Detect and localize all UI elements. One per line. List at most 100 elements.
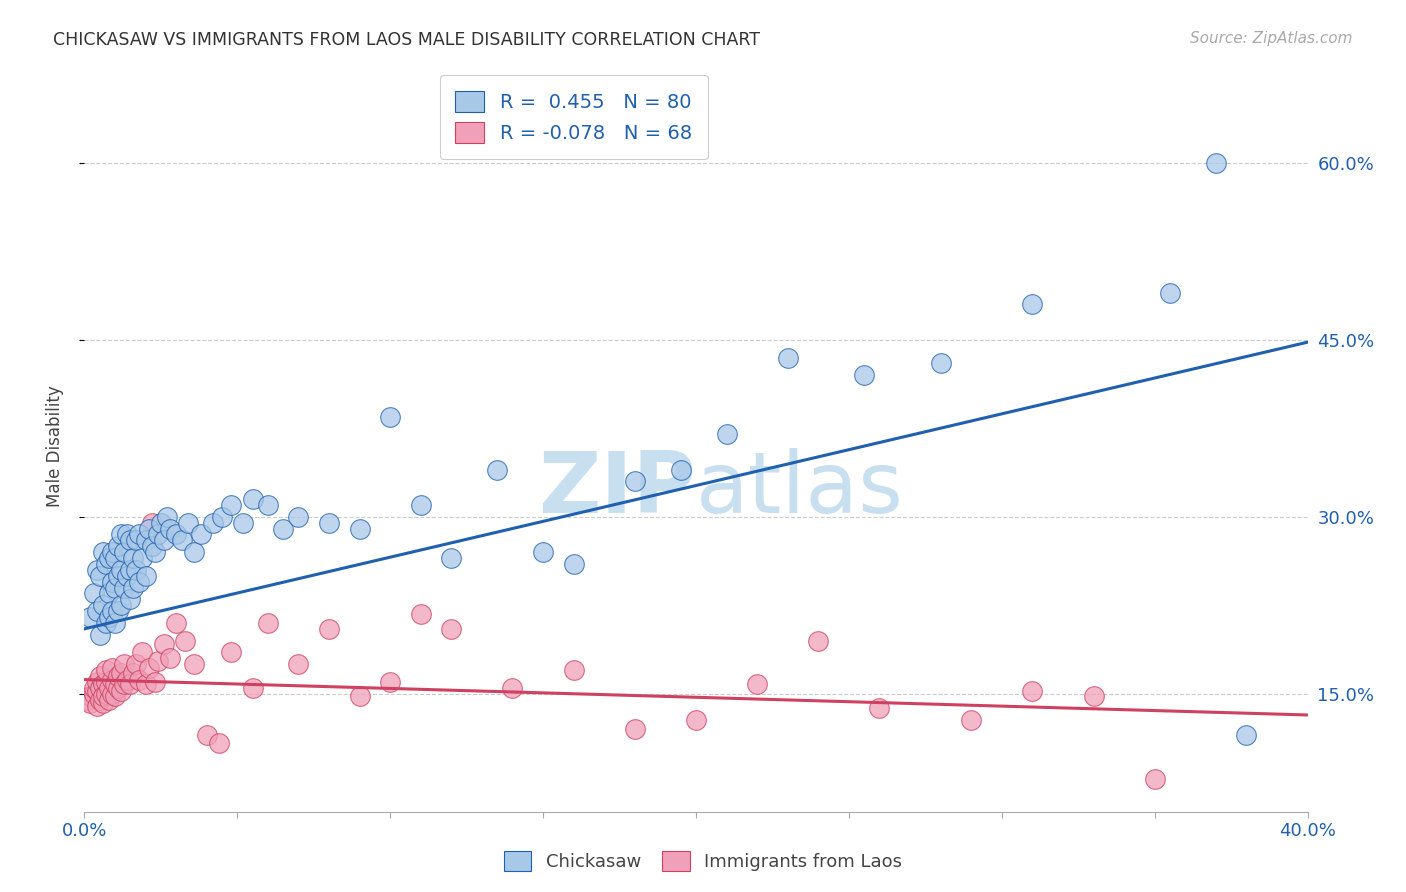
Point [156,509,179,524]
Point [669,462,692,476]
Legend: R =  0.455   N = 80, R = -0.078   N = 68: R = 0.455 N = 80, R = -0.078 N = 68 [440,75,707,159]
Point [195,728,218,742]
Point [1021,684,1043,698]
Point [257,498,280,512]
Point [271,522,294,536]
Point [183,657,205,672]
Point [242,681,264,695]
Point [110,665,132,680]
Point [1159,285,1181,300]
Text: Source: ZipAtlas.com: Source: ZipAtlas.com [1189,31,1353,46]
Point [125,657,148,672]
Point [97,692,120,706]
Point [89,628,111,642]
Legend: Chickasaw, Immigrants from Laos: Chickasaw, Immigrants from Laos [496,844,910,879]
Point [125,563,148,577]
Point [349,689,371,703]
Point [97,610,120,624]
Point [89,568,111,582]
Point [79,689,101,703]
Point [91,689,114,703]
Text: CHICKASAW VS IMMIGRANTS FROM LAOS MALE DISABILITY CORRELATION CHART: CHICKASAW VS IMMIGRANTS FROM LAOS MALE D… [53,31,761,49]
Point [120,677,142,691]
Point [190,527,212,541]
Point [562,557,585,571]
Point [807,633,830,648]
Point [97,681,120,695]
Point [1021,297,1043,311]
Point [208,736,231,750]
Point [104,615,127,630]
Point [107,669,129,683]
Point [502,681,524,695]
Point [122,551,145,566]
Point [159,522,181,536]
Point [128,527,150,541]
Point [177,516,200,530]
Point [101,574,124,589]
Point [120,533,142,548]
Point [349,522,371,536]
Point [91,599,114,613]
Point [776,351,799,365]
Point [83,586,105,600]
Point [135,533,157,548]
Point [107,604,129,618]
Point [138,522,160,536]
Point [716,427,738,442]
Point [104,689,127,703]
Point [86,563,108,577]
Point [115,527,138,541]
Point [89,669,111,683]
Point [120,592,142,607]
Point [135,568,157,582]
Point [110,563,132,577]
Point [107,568,129,582]
Point [128,574,150,589]
Point [79,696,101,710]
Point [79,610,101,624]
Point [86,675,108,690]
Point [853,368,876,383]
Point [409,498,432,512]
Point [624,475,647,489]
Point [440,622,463,636]
Point [131,551,153,566]
Text: ZIP: ZIP [538,449,696,532]
Point [94,687,117,701]
Point [211,509,233,524]
Point [112,677,135,691]
Point [120,563,142,577]
Point [91,545,114,559]
Point [562,663,585,677]
Point [960,713,983,727]
Point [94,615,117,630]
Point [257,615,280,630]
Point [172,533,194,548]
Point [91,696,114,710]
Point [409,607,432,621]
Text: atlas: atlas [696,449,904,532]
Point [107,681,129,695]
Point [89,681,111,695]
Point [101,661,124,675]
Point [86,698,108,713]
Point [1143,772,1166,786]
Point [94,675,117,690]
Point [685,713,707,727]
Point [112,581,135,595]
Point [122,665,145,680]
Point [112,545,135,559]
Point [159,651,181,665]
Point [83,687,105,701]
Point [380,675,402,690]
Point [101,673,124,687]
Point [143,545,166,559]
Point [83,681,105,695]
Point [104,551,127,566]
Point [287,657,309,672]
Point [624,722,647,736]
Point [94,557,117,571]
Point [869,701,891,715]
Point [86,684,108,698]
